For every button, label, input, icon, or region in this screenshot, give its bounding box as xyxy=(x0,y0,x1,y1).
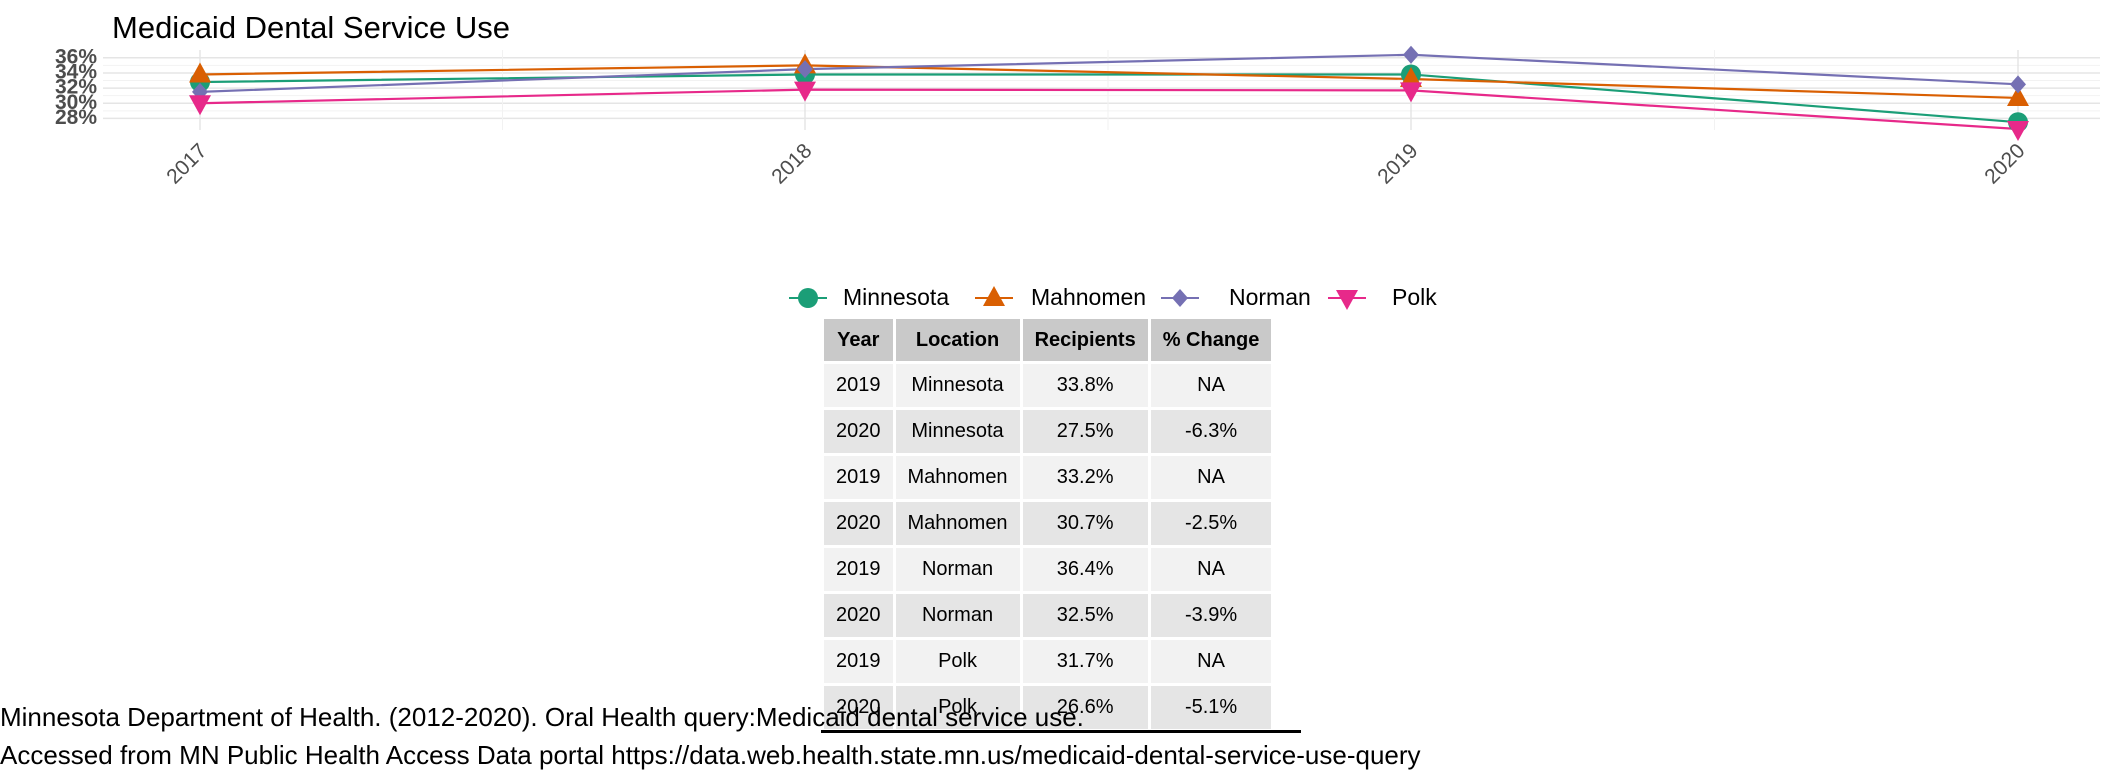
legend-item-norman: Norman xyxy=(1161,284,1311,310)
table-cell: 32.5% xyxy=(1022,594,1148,637)
data-point-norman xyxy=(2010,75,2026,94)
legend-item-polk: Polk xyxy=(1328,284,1437,310)
legend-key-norman xyxy=(1172,289,1188,307)
table-cell: 33.2% xyxy=(1022,456,1148,499)
table-cell: 2019 xyxy=(824,364,893,407)
table-row: 2020 Minnesota 27.5% -6.3% xyxy=(824,410,1272,453)
table-cell: 2019 xyxy=(824,548,893,591)
y-tick-label: 34% xyxy=(55,60,97,83)
data-point-mahnomen xyxy=(189,62,211,83)
chart-title: Medicaid Dental Service Use xyxy=(112,10,511,45)
table-cell: Minnesota xyxy=(895,364,1020,407)
table-cell: -5.1% xyxy=(1150,686,1272,729)
y-tick-label: 28% xyxy=(55,106,97,129)
legend-label-norman: Norman xyxy=(1229,284,1311,310)
table-cell: 2020 xyxy=(824,594,893,637)
table-cell: 27.5% xyxy=(1022,410,1148,453)
table-header-cell: % Change xyxy=(1150,319,1272,361)
table-cell: 2019 xyxy=(824,456,893,499)
data-point-polk xyxy=(189,95,211,116)
x-tick-label: 2020 xyxy=(1980,139,2029,188)
table-row: 2019 Norman 36.4% NA xyxy=(824,548,1272,591)
series-line-polk xyxy=(199,88,2019,131)
table-cell: 2020 xyxy=(824,502,893,545)
table-cell: NA xyxy=(1150,640,1272,683)
table-cell: NA xyxy=(1150,548,1272,591)
table-row: 2020 Norman 32.5% -3.9% xyxy=(824,594,1272,637)
x-axis-ticks: 2017 2018 2019 2020 xyxy=(162,139,2029,188)
table-row: 2020 Polk 26.6% -5.1% xyxy=(824,686,1272,729)
table-row: 2020 Mahnomen 30.7% -2.5% xyxy=(824,502,1272,545)
table-cell: -2.5% xyxy=(1150,502,1272,545)
legend-key-polk xyxy=(1336,290,1358,310)
table-cell: NA xyxy=(1150,364,1272,407)
table-header-cell: Recipients xyxy=(1022,319,1148,361)
chart-legend: Minnesota Mahnomen Norman Polk xyxy=(789,284,1437,310)
table-cell: Polk xyxy=(895,640,1020,683)
legend-item-mahnomen: Mahnomen xyxy=(975,284,1146,310)
data-point-norman xyxy=(1403,45,1419,64)
legend-key-minnesota xyxy=(798,288,818,308)
table-cell: 2019 xyxy=(824,640,893,683)
legend-label-mahnomen: Mahnomen xyxy=(1031,284,1146,310)
table-header-cell: Location xyxy=(895,319,1020,361)
series-line-minnesota xyxy=(199,73,2019,124)
series-markers xyxy=(189,45,2029,142)
series-line-mahnomen xyxy=(199,64,2019,100)
legend-item-minnesota: Minnesota xyxy=(789,284,949,310)
table-cell: 36.4% xyxy=(1022,548,1148,591)
table-cell: 30.7% xyxy=(1022,502,1148,545)
series-line-norman xyxy=(199,53,2019,93)
summary-table: Year Location Recipients% Change 2019 Minne… xyxy=(821,316,1274,732)
legend-key-mahnomen xyxy=(983,286,1005,306)
table-cell: NA xyxy=(1150,456,1272,499)
table-cell: Mahnomen xyxy=(895,502,1020,545)
legend-label-polk: Polk xyxy=(1392,284,1437,310)
y-tick-label: 30% xyxy=(55,91,97,114)
data-point-polk xyxy=(1400,82,1422,103)
table-cell: 2020 xyxy=(824,410,893,453)
table-cell: Polk xyxy=(895,686,1020,729)
table-cell: 26.6% xyxy=(1022,686,1148,729)
table-header-cell: Year xyxy=(824,319,893,361)
source-citation-line-2: Accessed from MN Public Health Access Da… xyxy=(0,740,1421,770)
data-point-polk xyxy=(2007,121,2029,142)
table-cell: 33.8% xyxy=(1022,364,1148,407)
legend-label-minnesota: Minnesota xyxy=(843,284,949,310)
table-row: 2019 Mahnomen 33.2% NA xyxy=(824,456,1272,499)
table-header-row: Year Location Recipients% Change xyxy=(824,319,1272,361)
table-cell: Norman xyxy=(895,594,1020,637)
data-point-mahnomen xyxy=(2007,85,2029,106)
table-cell: -3.9% xyxy=(1150,594,1272,637)
table-row: 2019 Minnesota 33.8% NA xyxy=(824,364,1272,407)
table-cell: 2020 xyxy=(824,686,893,729)
table-cell: Mahnomen xyxy=(895,456,1020,499)
y-tick-label: 36% xyxy=(55,45,97,68)
table-bottom-rule xyxy=(821,730,1301,733)
line-chart: 28%30%32%34%36% 2017 2018 2019 2020 xyxy=(55,45,2100,189)
y-axis-ticks: 28%30%32%34%36% xyxy=(55,45,97,129)
table-body: 2019 Minnesota 33.8% NA 2020 Minnesota 27.5% -6… xyxy=(824,364,1272,729)
series-lines xyxy=(199,53,2019,131)
source-citation-line-1: Minnesota Department of Health. (2012-20… xyxy=(0,702,1084,732)
data-point-norman xyxy=(797,60,813,79)
y-tick-label: 32% xyxy=(55,76,97,99)
table-cell: 31.7% xyxy=(1022,640,1148,683)
table-cell: -6.3% xyxy=(1150,410,1272,453)
x-tick-label: 2017 xyxy=(162,139,211,188)
x-tick-label: 2019 xyxy=(1373,139,1422,188)
x-tick-label: 2018 xyxy=(767,139,816,188)
data-point-polk xyxy=(794,81,816,102)
data-point-mahnomen xyxy=(1400,67,1422,88)
table-cell: Norman xyxy=(895,548,1020,591)
table-row: 2019 Polk 31.7% NA xyxy=(824,640,1272,683)
table-cell: Minnesota xyxy=(895,410,1020,453)
